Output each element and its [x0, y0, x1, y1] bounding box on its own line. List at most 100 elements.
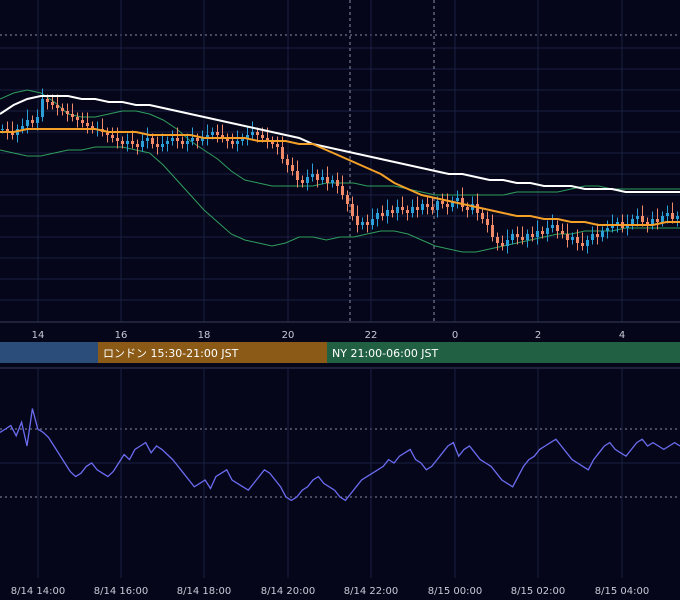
- candle-body: [246, 135, 249, 138]
- candle-body: [181, 141, 184, 144]
- candle-body: [551, 225, 554, 228]
- candle-body: [321, 177, 324, 180]
- candle-body: [116, 138, 119, 141]
- candle-body: [36, 117, 39, 123]
- candle-body: [281, 147, 284, 159]
- price-x-tick-label: 16: [115, 330, 128, 341]
- oscillator-series: [0, 408, 680, 502]
- candle-body: [516, 234, 519, 237]
- candle-body: [626, 225, 629, 228]
- candle-body: [381, 213, 384, 216]
- candle-body: [91, 126, 94, 129]
- candle-body: [491, 225, 494, 237]
- ma-fast-line: [0, 128, 680, 226]
- candle-body: [411, 207, 414, 213]
- candle-body: [421, 204, 424, 210]
- candle-body: [6, 129, 9, 132]
- candle-body: [286, 159, 289, 165]
- price-x-tick-label: 22: [365, 330, 378, 341]
- candle-body: [261, 135, 264, 138]
- candle-body: [71, 114, 74, 117]
- candle-body: [196, 138, 199, 141]
- candle-body: [126, 141, 129, 144]
- candle-body: [306, 177, 309, 183]
- candle-body: [186, 141, 189, 144]
- candle-body: [226, 138, 229, 141]
- candle-body: [206, 135, 209, 138]
- candle-body: [651, 219, 654, 225]
- candle-body: [391, 210, 394, 213]
- candle-body: [151, 138, 154, 144]
- price-x-axis: 14 16 18 20 22 0 2 4: [32, 330, 626, 341]
- candle-body: [661, 216, 664, 222]
- candle-body: [596, 234, 599, 237]
- candle-body: [406, 210, 409, 213]
- bollinger-upper: [0, 89, 680, 196]
- candle-body: [446, 204, 449, 207]
- candle-body: [671, 213, 674, 219]
- candle-body: [131, 141, 134, 144]
- candle-body: [21, 126, 24, 129]
- candle-body: [31, 120, 34, 123]
- candle-body: [41, 99, 44, 117]
- candle-body: [311, 174, 314, 177]
- candle-body: [376, 213, 379, 219]
- osc-x-tick-label: 8/14 16:00: [94, 586, 148, 597]
- candle-body: [586, 240, 589, 246]
- candle-body: [356, 216, 359, 225]
- candle-body: [61, 108, 64, 111]
- candle-body: [476, 204, 479, 213]
- osc-x-tick-label: 8/15 04:00: [595, 586, 649, 597]
- osc-x-tick-label: 8/14 20:00: [261, 586, 315, 597]
- candle-body: [591, 234, 594, 240]
- candle-body: [546, 228, 549, 234]
- candle-body: [501, 243, 504, 246]
- candle-body: [566, 234, 569, 240]
- candle-body: [56, 105, 59, 108]
- candle-body: [341, 186, 344, 195]
- candle-body: [511, 234, 514, 240]
- candle-body: [676, 216, 679, 219]
- candle-body: [496, 237, 499, 243]
- candle-body: [51, 102, 54, 105]
- candle-body: [561, 231, 564, 234]
- session-segment: [98, 342, 327, 363]
- candle-body: [241, 138, 244, 141]
- candle-body: [426, 204, 429, 207]
- oscillator-x-axis: 8/14 14:00 8/14 16:00 8/14 18:00 8/14 20:00…: [11, 586, 649, 597]
- candle-body: [106, 132, 109, 135]
- candle-body: [581, 243, 584, 246]
- candle-body: [231, 141, 234, 144]
- candle-body: [1, 129, 4, 130]
- price-x-tick-label: 2: [535, 330, 541, 341]
- candle-body: [336, 180, 339, 186]
- candle-body: [646, 222, 649, 225]
- candle-body: [166, 141, 169, 144]
- candle-body: [256, 132, 259, 135]
- candle-body: [396, 207, 399, 213]
- candle-body: [466, 207, 469, 210]
- candle-body: [86, 123, 89, 126]
- price-x-tick-label: 4: [619, 330, 625, 341]
- session-label: ロンドン 15:30-21:00 JST: [103, 347, 239, 360]
- candle-body: [361, 222, 364, 225]
- candle-body: [576, 237, 579, 243]
- candle-body: [521, 237, 524, 240]
- candle-body: [631, 219, 634, 225]
- moving-averages: [0, 95, 680, 226]
- candle-body: [556, 225, 559, 231]
- osc-x-tick-label: 8/14 14:00: [11, 586, 65, 597]
- candle-body: [436, 201, 439, 210]
- session-bar: ロンドン 15:30-21:00 JST NY 21:00-06:00 JST: [0, 342, 680, 369]
- candle-body: [606, 228, 609, 231]
- candle-body: [26, 120, 29, 126]
- candle-body: [641, 216, 644, 222]
- candle-body: [236, 141, 239, 144]
- candle-body: [531, 234, 534, 237]
- candle-body: [656, 219, 659, 222]
- session-label: NY 21:00-06:00 JST: [332, 347, 439, 360]
- candle-body: [291, 165, 294, 171]
- candle-body: [601, 231, 604, 237]
- price-candles: [1, 88, 679, 254]
